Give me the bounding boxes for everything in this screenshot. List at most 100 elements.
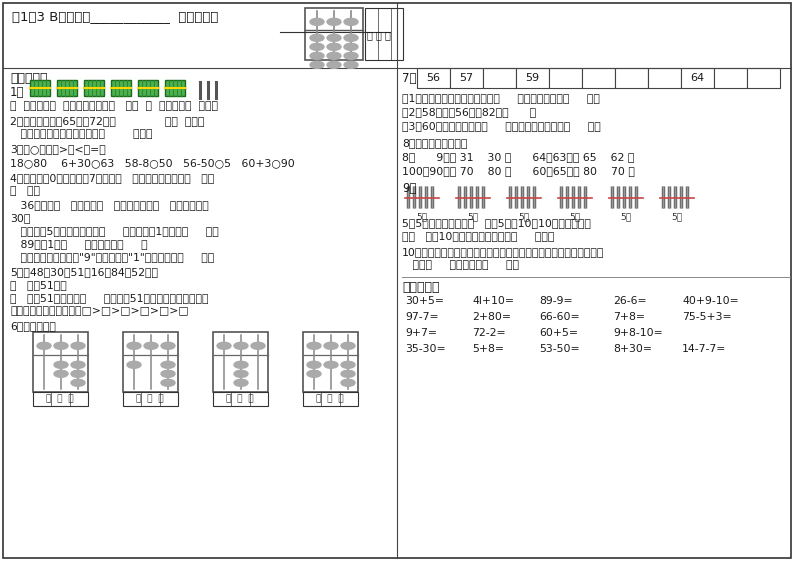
Text: 97-7=: 97-7= [405, 312, 438, 322]
Bar [417, 68, 450, 88]
Ellipse shape [341, 370, 355, 378]
Text: 56: 56 [426, 73, 441, 83]
Ellipse shape [327, 19, 341, 25]
Ellipse shape [54, 370, 68, 378]
Text: 5支5支地数，一共有（   ）个5支，10支10支地数，一共: 5支5支地数，一共有（ ）个5支，10支10支地数，一共 [402, 218, 591, 228]
Text: 100、90，（ 70    80 ）      60、65，（ 80    70 ）: 100、90，（ 70 80 ） 60、65，（ 80 70 ） [402, 166, 635, 176]
Ellipse shape [327, 34, 341, 42]
Text: 7、: 7、 [402, 72, 417, 85]
Bar [516, 68, 549, 88]
Bar [111, 80, 131, 96]
Text: 1、: 1、 [10, 86, 25, 99]
Text: 5、在48，30，51，16，84，52中，: 5、在48，30，51，16，84，52中， [10, 267, 158, 277]
Bar [33, 392, 88, 406]
Text: 9、: 9、 [402, 182, 417, 195]
Bar [213, 332, 268, 392]
Text: 35-30=: 35-30= [405, 344, 445, 354]
Text: （1）上面的数中，最大的数是（     ），最小的数是（     ）。: （1）上面的数中，最大的数是（ ），最小的数是（ ）。 [402, 93, 600, 103]
Bar [582, 68, 615, 88]
Bar [165, 80, 185, 96]
Ellipse shape [307, 370, 321, 378]
Bar [714, 68, 747, 88]
Text: 60+5=: 60+5= [539, 328, 578, 338]
Text: 18○80    6+30○63   58-8○50   56-50○5   60+3○90: 18○80 6+30○63 58-8○50 56-50○5 60+3○90 [10, 158, 295, 168]
Text: 百  十  个: 百 十 个 [137, 394, 164, 403]
Bar [648, 68, 681, 88]
Text: 顺序填入下面的括号里。□>□>□>□>□>□: 顺序填入下面的括号里。□>□>□>□>□>□ [10, 306, 189, 316]
Ellipse shape [327, 61, 341, 68]
Text: 百  十  个: 百 十 个 [226, 394, 254, 403]
Bar [365, 8, 403, 60]
Bar [30, 80, 50, 96]
Text: 《1－3 B》姓名：____________  家长签名：: 《1－3 B》姓名：____________ 家长签名： [12, 10, 218, 23]
Bar [84, 80, 104, 96]
Ellipse shape [54, 342, 68, 350]
Ellipse shape [161, 370, 175, 378]
Text: 30。: 30。 [10, 213, 30, 223]
Text: （   ）。: （ ）。 [10, 186, 40, 196]
Ellipse shape [234, 342, 248, 350]
Ellipse shape [310, 52, 324, 59]
Text: 9+7=: 9+7= [405, 328, 437, 338]
Text: 10、一个两位数，它的个位上的数和十位上的数相同，这个两位数最: 10、一个两位数，它的个位上的数和十位上的数相同，这个两位数最 [402, 247, 604, 257]
Text: 5+8=: 5+8= [472, 344, 504, 354]
Text: 89-9=: 89-9= [539, 296, 572, 306]
Bar [123, 392, 178, 406]
Bar [305, 8, 363, 60]
Text: 9+8-10=: 9+8-10= [613, 328, 663, 338]
Bar [123, 332, 178, 392]
Ellipse shape [324, 342, 338, 350]
Ellipse shape [341, 342, 355, 350]
Bar [213, 392, 268, 406]
Text: 57: 57 [460, 73, 473, 83]
Ellipse shape [344, 43, 358, 50]
Ellipse shape [217, 342, 231, 350]
Ellipse shape [310, 43, 324, 50]
Ellipse shape [307, 361, 321, 369]
Text: 5支: 5支 [468, 212, 479, 221]
Bar [681, 68, 714, 88]
Text: 一、填空：: 一、填空： [10, 72, 48, 85]
Ellipse shape [144, 342, 158, 350]
Ellipse shape [310, 61, 324, 68]
Text: 4、个位上是0，十位上是7的数是（   ），它的相邻数是（   ）和: 4、个位上是0，十位上是7的数是（ ），它的相邻数是（ ）和 [10, 173, 214, 183]
Text: 一个数右边第一位是"9"，第二位是"1"，这个数是（     ）。: 一个数右边第一位是"9"，第二位是"1"，这个数是（ ）。 [10, 252, 214, 262]
Text: 75-5+3=: 75-5+3= [682, 312, 731, 322]
Text: （   ）比51大，: （ ）比51大， [10, 280, 67, 290]
Text: 6、看图写数：: 6、看图写数： [10, 321, 56, 331]
Ellipse shape [344, 61, 358, 68]
Ellipse shape [127, 361, 141, 369]
Text: 72-2=: 72-2= [472, 328, 506, 338]
Text: 个位上是5的最大两位数是（     ），比它多1的数是（     ）。: 个位上是5的最大两位数是（ ），比它多1的数是（ ）。 [10, 226, 219, 236]
Text: 5支: 5支 [569, 212, 580, 221]
Text: 有（   ）个10。上面的铅笔一共有（     ）支。: 有（ ）个10。上面的铅笔一共有（ ）支。 [402, 231, 554, 241]
Ellipse shape [234, 361, 248, 369]
Text: 5支: 5支 [672, 212, 683, 221]
Ellipse shape [37, 342, 51, 350]
Text: 大是（     ），最小是（     ）。: 大是（ ），最小是（ ）。 [402, 260, 519, 270]
Ellipse shape [344, 19, 358, 25]
Text: 8、      9，（ 31    30 ）      64、63，（ 65    62 ）: 8、 9，（ 31 30 ） 64、63，（ 65 62 ） [402, 152, 634, 162]
Text: 64: 64 [691, 73, 704, 83]
Text: 2、爷爷的岁数比65大比72小，              和（  ）个一: 2、爷爷的岁数比65大比72小， 和（ ）个一 [10, 116, 204, 126]
Ellipse shape [161, 361, 175, 369]
Ellipse shape [341, 379, 355, 387]
Ellipse shape [310, 34, 324, 42]
Text: 66-60=: 66-60= [539, 312, 580, 322]
Text: 3、在○里填上>、<或=。: 3、在○里填上>、<或=。 [10, 144, 106, 154]
Bar [450, 68, 483, 88]
Bar [747, 68, 780, 88]
Text: 5支: 5支 [620, 212, 631, 221]
Ellipse shape [54, 361, 68, 369]
Ellipse shape [234, 370, 248, 378]
Ellipse shape [71, 361, 85, 369]
Text: 8+30=: 8+30= [613, 344, 652, 354]
Ellipse shape [71, 370, 85, 378]
Ellipse shape [161, 342, 175, 350]
Text: 8、圈出下面一个数：: 8、圈出下面一个数： [402, 138, 468, 148]
Text: 4l+10=: 4l+10= [472, 296, 514, 306]
Bar [549, 68, 582, 88]
Ellipse shape [310, 19, 324, 25]
Text: 53-50=: 53-50= [539, 344, 580, 354]
Text: 百  十  个: 百 十 个 [46, 394, 74, 403]
